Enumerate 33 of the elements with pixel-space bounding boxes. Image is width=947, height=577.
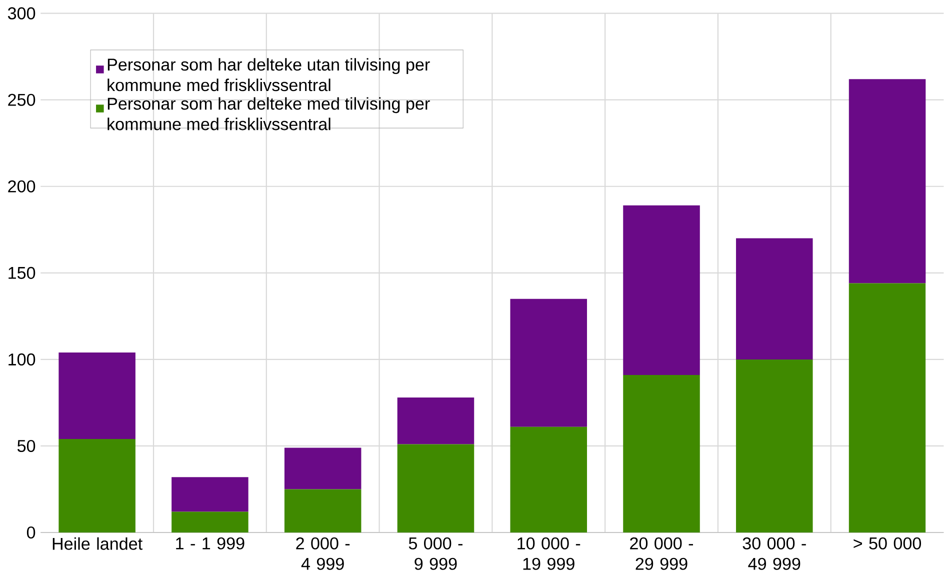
bar <box>58 352 136 439</box>
x-tick-label: 5 000 - 9 999 <box>408 537 462 570</box>
bar <box>172 477 248 512</box>
y-tick-label: 250 <box>8 94 36 106</box>
x-tick-label: 2 000 - 4 999 <box>296 537 350 570</box>
bar <box>623 374 700 532</box>
x-tick-label: Heile landet <box>52 537 142 550</box>
y-tick-label: 100 <box>8 353 36 366</box>
bar <box>284 448 362 490</box>
x-tick-label: 1 - 1 999 <box>176 537 244 550</box>
bar <box>510 426 587 532</box>
y-tick-label: 0 <box>26 526 36 538</box>
y-tick-label: 200 <box>8 180 36 192</box>
bar <box>623 205 700 375</box>
legend-label: Personar som har delteke med tilvising per kommune med frisklivssentral <box>108 97 430 130</box>
y-tick-label: 50 <box>17 440 36 452</box>
legend-label: Personar som har delteke utan tilvising per kommune med frisklivssentral <box>108 58 430 92</box>
bar <box>736 359 813 532</box>
bar <box>848 283 926 532</box>
bar <box>58 438 136 532</box>
x-tick-label: 30 000 - 49 999 <box>742 537 806 570</box>
x-tick-label: > 50 000 <box>854 537 922 550</box>
bar <box>510 298 587 427</box>
x-tick-label: 10 000 - 19 999 <box>518 537 580 570</box>
bar <box>284 489 362 532</box>
bar <box>172 512 248 532</box>
bar <box>397 397 474 444</box>
y-tick-label: 150 <box>8 266 36 279</box>
x-tick-label: 20 000 - 29 999 <box>630 537 694 570</box>
bar <box>848 78 926 284</box>
bar <box>736 238 813 360</box>
y-tick-label: 300 <box>8 7 36 20</box>
bar <box>397 444 474 532</box>
